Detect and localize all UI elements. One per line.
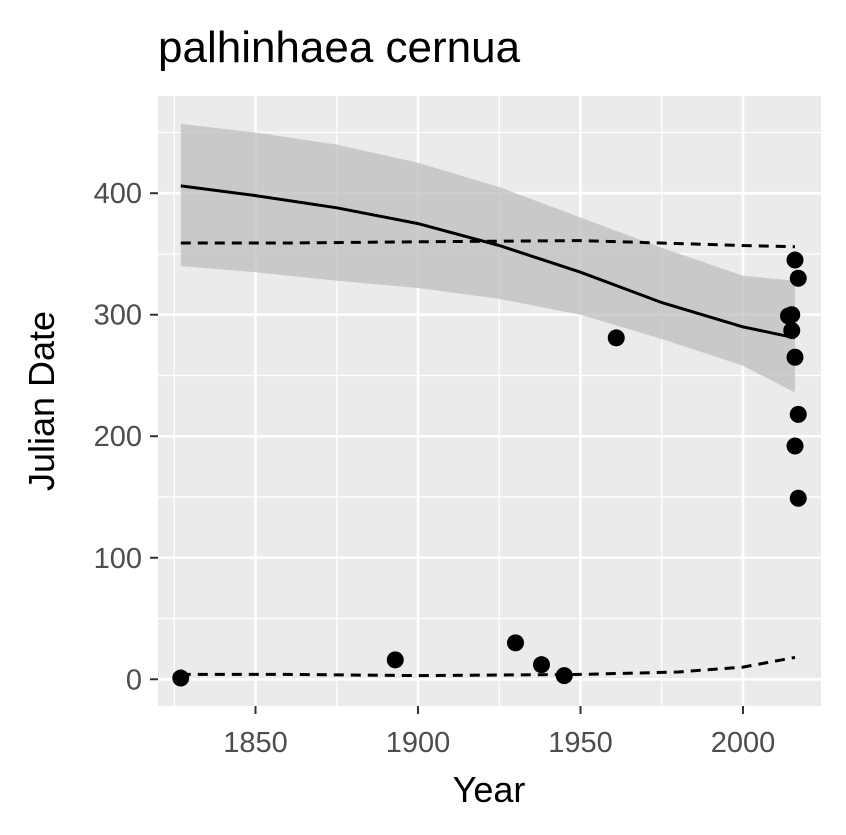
dashed-lower-line [180,655,796,678]
y-tick-label: 400 [94,178,142,210]
y-tick-label: 0 [126,664,142,696]
data-point [607,329,625,347]
x-axis-title: Year [453,769,526,810]
dashed-upper-line [180,239,796,249]
data-point [789,489,807,507]
data-point [783,322,801,340]
chart-title: palhinhaea cernua [158,23,521,72]
y-tick-label: 300 [94,300,142,332]
x-tick-label: 2000 [711,727,776,759]
x-tick-label: 1850 [223,727,288,759]
data-point [386,651,404,669]
data-point [786,251,804,269]
confidence-band [180,123,796,393]
data-point [789,269,807,287]
axis-ticks: 1850 1900 1950 2000 0 100 200 300 400 [94,178,776,759]
data-point [555,667,573,685]
y-tick-label: 100 [94,543,142,575]
data-point [783,306,801,324]
x-tick-label: 1950 [548,727,613,759]
point-layer [172,251,807,687]
line-layer [180,184,796,678]
data-point [172,669,190,687]
fit-line [180,184,796,340]
data-point [507,634,524,652]
data-point [786,348,804,366]
data-point [533,656,550,674]
confidence-band-layer [180,123,796,393]
x-tick-label: 1900 [386,727,451,759]
y-axis-title: Julian Date [21,311,62,491]
data-point [789,405,807,423]
data-point [786,437,804,455]
y-tick-label: 200 [94,421,142,453]
